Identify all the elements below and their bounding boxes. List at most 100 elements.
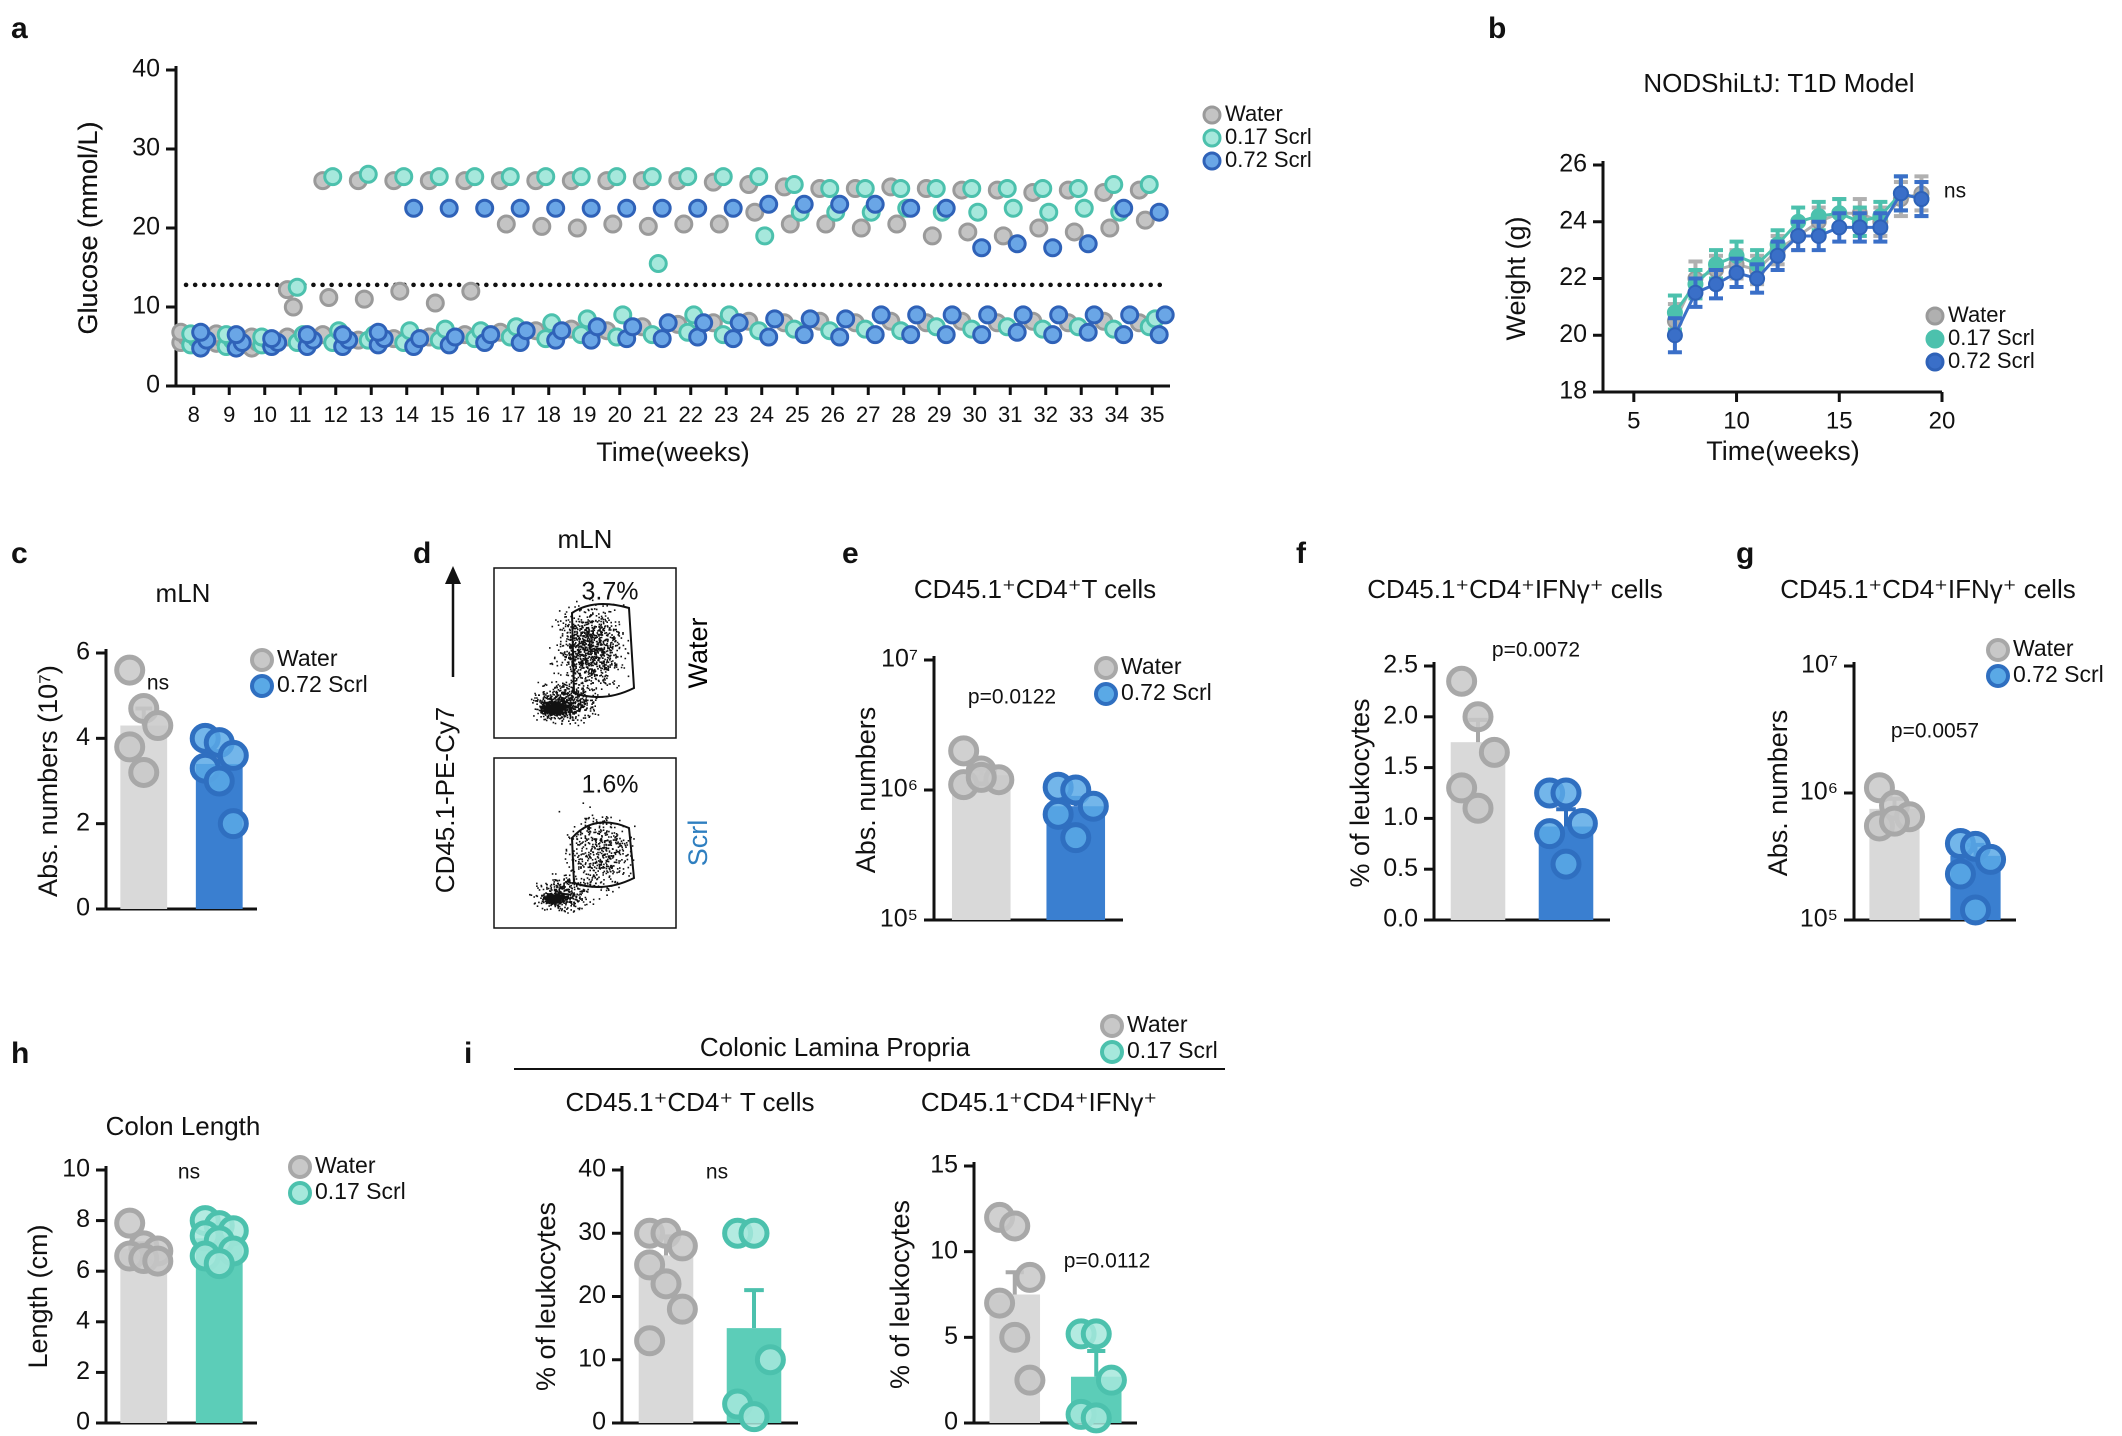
data-point [984,1287,1016,1319]
data-point [1149,325,1169,345]
x-tick-label: 30 [963,402,987,427]
data-point [1879,805,1910,837]
data-point [765,309,785,329]
data-point [926,179,946,198]
data-point [552,321,572,341]
legend-marker [1094,682,1118,706]
data-point [368,322,388,342]
x-tick-label: 25 [785,402,809,427]
data-point [114,654,146,686]
data-point [1851,219,1868,236]
panel-letter: d [413,537,431,570]
data-point [713,167,733,187]
data-point [1014,1364,1046,1396]
y-axis-label: % of leukocytes [531,1202,561,1391]
data-point [638,216,658,236]
y-tick-label: 10 [578,1344,606,1372]
annotation: ns [147,672,169,695]
data-point [1462,701,1494,733]
y-tick-label: 30 [132,134,160,162]
data-point [587,317,607,337]
data-point [759,327,779,347]
y-tick-label: 20 [132,213,160,241]
data-point [114,731,146,763]
data-point [972,238,992,258]
y-tick-label: 10⁵ [1800,905,1838,933]
data-point [650,1268,682,1300]
data-point [749,167,769,187]
x-tick-label: 32 [1034,402,1058,427]
annotation: p=0.0122 [968,686,1056,709]
data-point [634,1249,666,1281]
data-point [1043,325,1063,345]
data-point [1687,284,1704,301]
y-tick-label: 4 [76,1306,90,1334]
group-title: Colonic Lamina Propria [700,1032,971,1062]
data-point [891,179,911,198]
data-point [1077,790,1109,822]
data-point [617,198,637,218]
data-point [1149,202,1169,222]
x-tick-label: 23 [714,402,738,427]
x-tick-label: 24 [750,402,774,427]
x-tick-label: 22 [679,402,703,427]
legend-label: 0.72 Scrl [277,671,368,697]
x-tick-label: 11 [289,402,312,427]
x-tick-label: 33 [1069,402,1093,427]
y-axis-label: Length (cm) [23,1224,53,1368]
x-tick-label: 27 [856,402,880,427]
data-point [475,198,495,218]
data-point [390,281,410,301]
data-point [658,313,678,333]
legend-marker [1986,638,2010,662]
data-point [516,321,536,341]
y-axis-label: Weight (g) [1501,216,1531,340]
data-point [1033,179,1053,198]
data-point [738,1217,770,1249]
y-tick-label: 10⁶ [1800,778,1838,806]
data-point [965,761,997,793]
data-point [794,325,814,345]
x-tick-label: 18 [537,402,561,427]
x-tick-label: 35 [1140,402,1164,427]
x-axis-label: Time(weeks) [1706,436,1860,466]
annotation: p=0.0057 [1891,720,1979,743]
legend-marker [288,1155,312,1179]
legend-label: 0.17 Scrl [1225,124,1312,149]
data-point [1068,179,1088,198]
legend-marker [250,674,274,698]
data-point [1872,219,1889,236]
legend-label: 0.72 Scrl [1121,679,1212,705]
arrow-head [445,566,461,584]
y-tick-label: 20 [578,1281,606,1309]
data-point [993,226,1013,246]
data-point [666,1230,698,1262]
data-point [333,325,353,345]
y-tick-label: 40 [578,1155,606,1183]
legend-marker [1094,656,1118,680]
y-tick-label: 18 [1559,377,1587,405]
data-point [1135,210,1155,230]
data-point [709,214,729,234]
data-point [830,194,850,214]
data-point [642,167,662,187]
data-point [1478,736,1510,768]
data-point [901,325,921,345]
data-point [404,198,424,218]
y-tick-label: 8 [76,1205,90,1233]
flow-events [530,597,630,727]
x-tick-label: 20 [608,402,632,427]
legend-label: 0.72 Scrl [2013,661,2104,687]
data-point [674,214,694,234]
data-point [1013,305,1033,325]
legend-marker [1986,664,2010,688]
annotation: p=0.0072 [1492,639,1580,662]
data-point [1039,202,1059,222]
data-point [461,281,481,301]
chart-title: CD45.1⁺CD4⁺ T cells [565,1087,814,1117]
y-axis-label: Abs. numbers [1763,710,1793,877]
x-tick-label: 15 [1826,407,1853,434]
data-point [1446,665,1478,697]
data-point [481,325,501,345]
data-point [613,305,633,325]
